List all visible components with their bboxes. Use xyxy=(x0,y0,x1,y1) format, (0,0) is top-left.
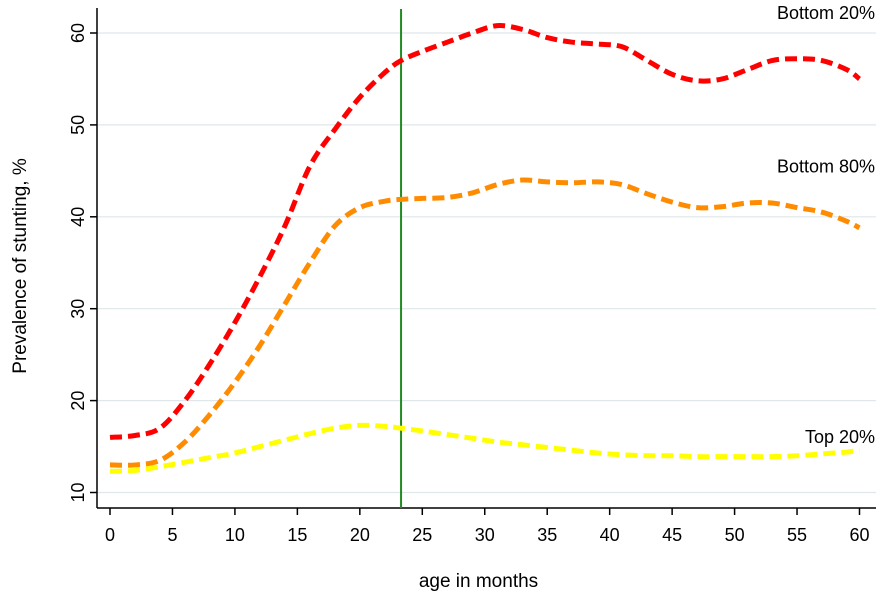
y-tick-label: 10 xyxy=(68,482,88,502)
series-line-bottom-80 xyxy=(109,177,861,468)
y-tick-label: 50 xyxy=(68,115,88,135)
y-tick-label: 30 xyxy=(68,299,88,319)
axes: 10 20 30 40 50 60 0 5 10 15 20 25 30 35 40 45 50 55 60 xyxy=(68,8,876,545)
x-tick-label: 35 xyxy=(537,525,557,545)
x-tick-label: 40 xyxy=(600,525,620,545)
x-tick-label: 60 xyxy=(849,525,869,545)
x-tick-label: 55 xyxy=(787,525,807,545)
series-label-bottom-80: Bottom 80% xyxy=(777,157,875,177)
series-labels: Bottom 20% Bottom 80% Top 20% xyxy=(777,3,875,447)
series-label-bottom-20: Bottom 20% xyxy=(777,3,875,23)
y-axis-title: Prevalence of stunting, % xyxy=(10,158,31,374)
x-tick-label: 5 xyxy=(167,525,177,545)
grid-lines xyxy=(97,32,876,494)
y-tick-label: 20 xyxy=(68,391,88,411)
x-tick-label: 25 xyxy=(412,525,432,545)
y-tick-label: 40 xyxy=(68,207,88,227)
y-tick-label: 60 xyxy=(68,23,88,43)
series-line-bottom-20 xyxy=(109,23,862,440)
x-tick-label: 20 xyxy=(350,525,370,545)
series-line-top-20 xyxy=(109,422,860,474)
series-label-top-20: Top 20% xyxy=(805,427,875,447)
x-axis-title: age in months xyxy=(419,571,538,592)
x-tick-label: 50 xyxy=(725,525,745,545)
x-tick-label: 45 xyxy=(662,525,682,545)
x-tick-label: 15 xyxy=(287,525,307,545)
x-tick-label: 10 xyxy=(225,525,245,545)
x-tick-label: 0 xyxy=(105,525,115,545)
x-tick-label: 30 xyxy=(475,525,495,545)
series-lines xyxy=(109,23,862,474)
